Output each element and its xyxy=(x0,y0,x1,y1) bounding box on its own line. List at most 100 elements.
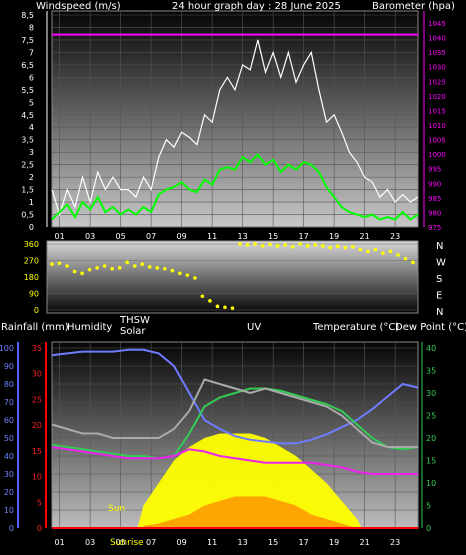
wind-x-tick-label: 07 xyxy=(146,232,156,241)
barometer-tick-label: 1015 xyxy=(428,107,446,115)
series-thsw-line xyxy=(51,378,418,448)
direction-point xyxy=(215,304,220,309)
barometer-tick-label: 1010 xyxy=(428,122,446,130)
direction-point xyxy=(290,244,295,249)
barometer-tick-label: 1000 xyxy=(428,151,446,159)
direction-point xyxy=(358,247,363,252)
humidity-tick-labels: 0 10 20 30 40 50 60 70 80 90 100 xyxy=(0,344,14,533)
rainfall-tick-labels: 0 5 10 15 20 25 30 35 xyxy=(32,344,42,533)
series-wind-line xyxy=(51,153,419,221)
compass-label: S xyxy=(436,274,442,285)
windspeed-tick-label: 6 xyxy=(29,73,34,82)
direction-point xyxy=(351,244,355,249)
direction-point xyxy=(230,306,235,310)
wind-panel-frame xyxy=(51,10,419,228)
rainfall-tick-label: 20 xyxy=(32,421,42,430)
barometer-tick-label: 990 xyxy=(428,180,441,188)
direction-point xyxy=(95,266,99,270)
direction-point xyxy=(328,245,333,250)
direction-point xyxy=(223,305,227,310)
bottom-x-tick-label: 01 xyxy=(55,538,65,547)
direction-point xyxy=(87,267,92,272)
direction-point xyxy=(163,266,167,271)
direction-point xyxy=(275,244,280,248)
wind-x-tick-label: 21 xyxy=(360,232,370,241)
series-dew-point-line xyxy=(51,446,418,475)
humidity-tick-label: 90 xyxy=(4,362,14,371)
direction-point xyxy=(381,251,385,255)
direction-tick-label: 0 xyxy=(34,306,39,315)
barometer-tick-label: 985 xyxy=(428,195,441,203)
direction-point xyxy=(335,244,340,248)
direction-point xyxy=(125,260,130,265)
humidity-tick-label: 50 xyxy=(4,434,14,443)
direction-point xyxy=(57,261,62,266)
windspeed-tick-label: 5 xyxy=(29,98,34,107)
windspeed-axis-title: Windspeed (m/s) xyxy=(36,1,121,12)
windspeed-tick-label: 8 xyxy=(29,23,34,32)
barometer-tick-labels: 975 980 985 990 995 1000 1005 1010 1015 1020 1025 1… xyxy=(428,20,446,232)
direction-point xyxy=(373,247,378,252)
thsw-label: THSW xyxy=(119,315,150,326)
bottom-x-tick-label: 21 xyxy=(360,538,370,547)
temperature-tick-label: 5 xyxy=(426,502,431,511)
humidity-tick-label: 0 xyxy=(9,524,14,533)
wind-panel-x-ticks: 01 03 05 07 09 11 13 15 17 19 21 23 xyxy=(55,232,401,241)
barometer-tick-label: 1045 xyxy=(428,20,446,28)
windspeed-tick-label: 6,5 xyxy=(21,61,34,70)
humidity-tick-label: 10 xyxy=(4,506,14,515)
direction-tick-label: 90 xyxy=(29,290,39,299)
compass-label: W xyxy=(436,258,446,269)
direction-point xyxy=(170,268,175,273)
direction-point xyxy=(396,253,400,257)
direction-series xyxy=(50,242,415,310)
windspeed-tick-label: 3 xyxy=(29,148,34,157)
direction-point xyxy=(411,260,415,265)
bottom-panel-x-ticks: 01 03 05 07 09 11 13 15 17 19 21 23 xyxy=(55,538,401,547)
direction-point xyxy=(268,242,272,247)
barometer-tick-label: 980 xyxy=(428,209,441,217)
barometer-tick-label: 1035 xyxy=(428,49,446,57)
wind-x-tick-label: 15 xyxy=(268,232,278,241)
temperature-tick-label: 0 xyxy=(426,524,431,533)
barometer-tick-label: 1040 xyxy=(428,35,446,43)
direction-point xyxy=(80,271,84,276)
humidity-tick-label: 80 xyxy=(4,380,14,389)
humidity-tick-label: 70 xyxy=(4,398,14,407)
direction-panel-grid xyxy=(47,243,418,311)
wind-x-tick-label: 19 xyxy=(329,232,339,241)
direction-point xyxy=(238,242,242,246)
direction-point xyxy=(65,264,69,268)
temperature-tick-label: 15 xyxy=(426,457,436,466)
bottom-panel-series xyxy=(51,348,419,529)
bottom-x-tick-label: 15 xyxy=(268,538,278,547)
direction-point xyxy=(147,265,152,269)
wind-x-tick-label: 17 xyxy=(299,232,309,241)
humidity-tick-label: 100 xyxy=(0,344,14,353)
windspeed-tick-label: 3,5 xyxy=(21,136,34,145)
direction-point xyxy=(283,243,287,247)
direction-point xyxy=(200,294,205,299)
bottom-x-tick-label: 13 xyxy=(238,538,248,547)
direction-point xyxy=(253,242,257,246)
windspeed-tick-labels: 0 0,5 1 1,5 2 2,5 3 3,5 4 4,5 5 5,5 6 6,5 7 7,5 8 8,5 xyxy=(21,11,34,232)
temperature-tick-labels: 0 5 10 15 20 25 30 35 40 xyxy=(426,344,436,533)
humidity-tick-label: 40 xyxy=(4,452,14,461)
rainfall-label: Rainfall (mm) xyxy=(1,322,69,333)
direction-point xyxy=(298,242,302,246)
windspeed-tick-label: 4 xyxy=(29,123,34,132)
dew-point-label: Dew Point (°C) xyxy=(395,322,466,333)
bottom-panel-labels: Rainfall (mm) Humidity THSW Solar UV Tem… xyxy=(1,315,466,337)
compass-label: N xyxy=(436,241,443,252)
humidity-label: Humidity xyxy=(67,322,112,333)
uv-area-fill xyxy=(143,496,357,528)
wind-x-tick-label: 23 xyxy=(390,232,400,241)
chart-title: 24 hour graph day : 28 June 2025 xyxy=(172,1,341,12)
direction-point xyxy=(366,249,370,254)
barometer-tick-label: 1020 xyxy=(428,93,446,101)
temperature-tick-label: 25 xyxy=(426,412,436,421)
humidity-tick-label: 60 xyxy=(4,416,14,425)
